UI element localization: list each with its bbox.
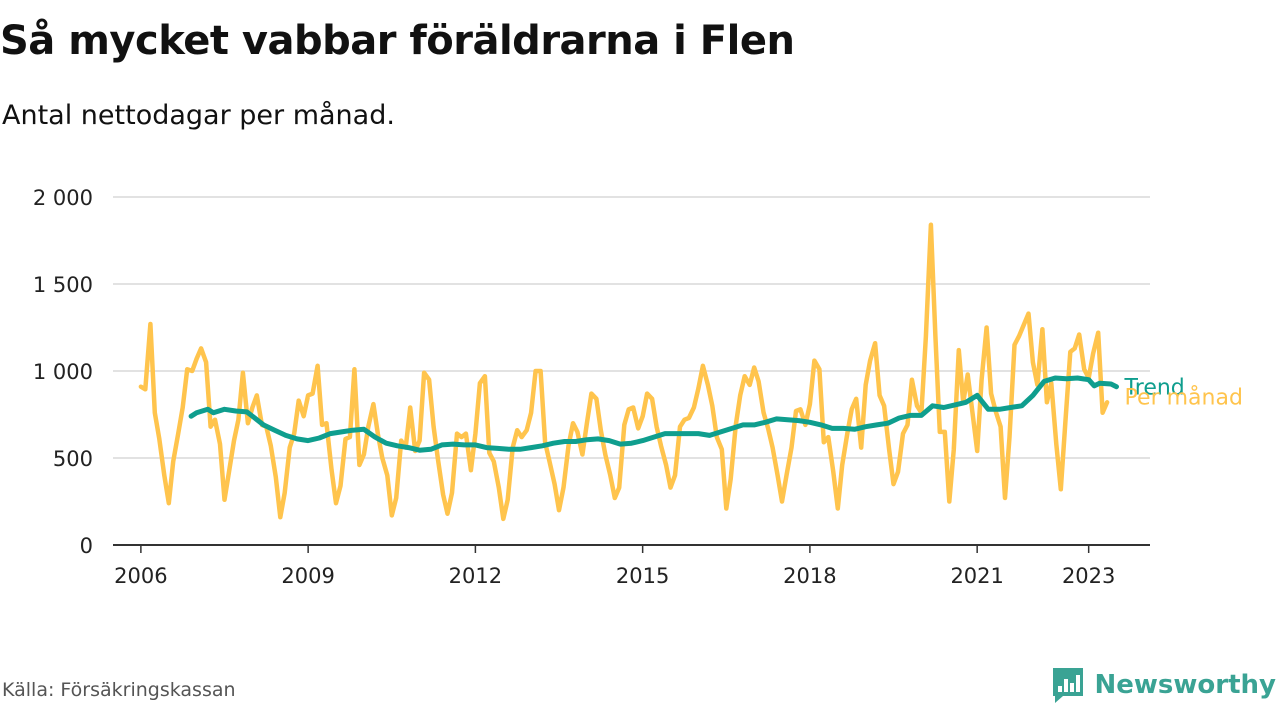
- x-tick-label: 2023: [1062, 564, 1115, 588]
- x-tick-label: 2018: [783, 564, 836, 588]
- y-tick-label: 1 500: [33, 273, 93, 297]
- series-label-trend: Trend: [1124, 376, 1185, 401]
- chart-subtitle: Antal nettodagar per månad.: [2, 100, 395, 131]
- newsworthy-logo-icon: [1052, 668, 1083, 703]
- y-tick-label: 500: [53, 447, 93, 471]
- series-lines: [138, 222, 1119, 522]
- x-tick-label: 2009: [281, 564, 334, 588]
- brand-logo: Newsworthy: [1051, 664, 1276, 706]
- chart-title: Så mycket vabbar föräldrarna i Flen: [0, 18, 795, 64]
- series-line-per-manad: [138, 222, 1110, 522]
- y-tick-label: 0: [80, 534, 93, 558]
- x-tick-label: 2015: [616, 564, 669, 588]
- y-tick-label: 1 000: [33, 360, 93, 384]
- x-tick-label: 2006: [114, 564, 167, 588]
- series-line-trend: [188, 375, 1119, 453]
- x-tick-label: 2012: [449, 564, 502, 588]
- line-chart: 0 500 1 000 1 500 2 000 2006 2009 2012 2015 2018…: [33, 186, 1243, 588]
- y-axis: 0 500 1 000 1 500 2 000: [33, 186, 93, 558]
- series-label-per-manad: Per månad: [1125, 384, 1243, 410]
- x-tick-label: 2021: [950, 564, 1003, 588]
- y-tick-label: 2 000: [33, 186, 93, 210]
- source-note: Källa: Försäkringskassan: [2, 679, 236, 701]
- gridlines: [113, 196, 1150, 459]
- brand-name: Newsworthy: [1094, 670, 1276, 700]
- x-axis: 2006 2009 2012 2015 2018 2021 2023: [113, 544, 1150, 588]
